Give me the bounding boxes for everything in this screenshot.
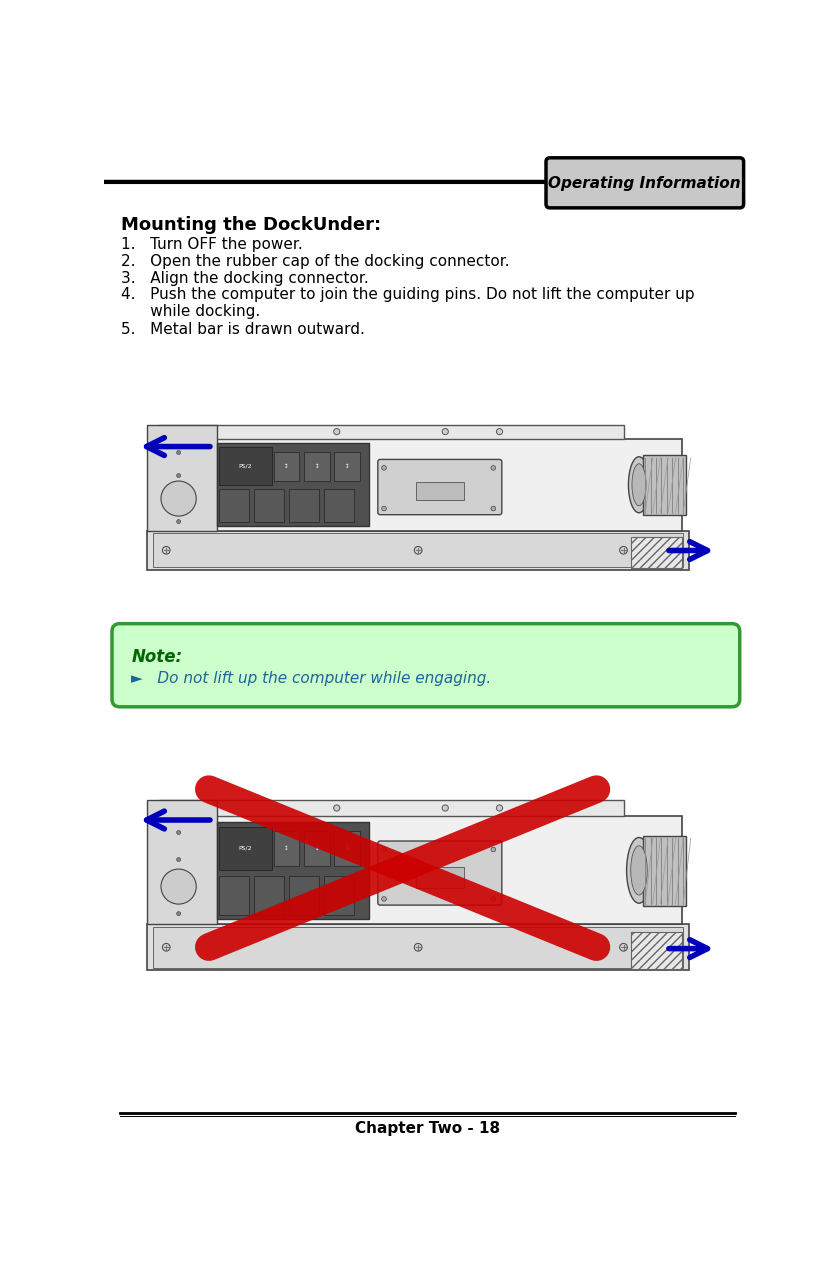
Circle shape: [491, 847, 495, 852]
Text: 4.   Push the computer to join the guiding pins. Do not lift the computer up: 4. Push the computer to join the guiding…: [121, 287, 695, 303]
Text: PS/2: PS/2: [239, 463, 253, 468]
Circle shape: [491, 466, 495, 470]
Ellipse shape: [632, 463, 646, 506]
Circle shape: [491, 897, 495, 901]
Bar: [416, 482, 464, 499]
Bar: [153, 534, 683, 567]
Bar: [158, 425, 624, 439]
Text: PS/2: PS/2: [239, 845, 253, 851]
Text: Mounting the DockUnder:: Mounting the DockUnder:: [121, 216, 381, 234]
Bar: [289, 876, 319, 915]
Circle shape: [334, 429, 339, 435]
Bar: [147, 531, 690, 570]
Bar: [274, 452, 299, 481]
Bar: [219, 826, 272, 870]
Bar: [334, 452, 360, 481]
FancyBboxPatch shape: [112, 624, 740, 707]
Circle shape: [177, 473, 180, 477]
Circle shape: [163, 943, 170, 951]
Bar: [334, 831, 360, 866]
Text: Note:: Note:: [132, 648, 183, 666]
Circle shape: [414, 943, 422, 951]
Circle shape: [382, 847, 386, 852]
Bar: [643, 835, 686, 906]
Text: Operating Information: Operating Information: [548, 176, 741, 191]
Bar: [218, 821, 369, 919]
Bar: [631, 931, 681, 969]
Text: 1.   Turn OFF the power.: 1. Turn OFF the power.: [121, 237, 303, 253]
Circle shape: [177, 520, 180, 523]
Text: ↕: ↕: [284, 845, 289, 851]
Circle shape: [491, 507, 495, 511]
Text: ►   Do not lift up the computer while engaging.: ► Do not lift up the computer while enga…: [132, 671, 491, 686]
Circle shape: [442, 804, 449, 811]
Text: ↕: ↕: [314, 463, 319, 468]
FancyBboxPatch shape: [378, 842, 502, 905]
Circle shape: [334, 804, 339, 811]
Bar: [289, 489, 319, 522]
Bar: [218, 444, 369, 526]
Circle shape: [442, 429, 449, 435]
Text: Chapter Two - 18: Chapter Two - 18: [354, 1120, 500, 1135]
Bar: [643, 455, 686, 516]
Bar: [154, 816, 681, 925]
Bar: [219, 448, 272, 485]
Bar: [147, 925, 690, 970]
Bar: [416, 867, 464, 888]
Circle shape: [177, 912, 180, 916]
Bar: [158, 799, 624, 816]
Bar: [219, 489, 249, 522]
Ellipse shape: [629, 457, 650, 513]
Circle shape: [496, 429, 503, 435]
Text: ↕: ↕: [284, 463, 289, 468]
Bar: [153, 926, 683, 967]
Circle shape: [177, 450, 180, 454]
Bar: [219, 876, 249, 915]
Circle shape: [620, 943, 627, 951]
Ellipse shape: [626, 838, 651, 903]
Circle shape: [177, 857, 180, 861]
Bar: [154, 439, 681, 531]
FancyBboxPatch shape: [378, 459, 502, 514]
Bar: [324, 489, 354, 522]
Ellipse shape: [631, 845, 647, 896]
Circle shape: [382, 507, 386, 511]
Bar: [631, 538, 681, 568]
Circle shape: [620, 547, 627, 554]
Bar: [147, 425, 218, 531]
Bar: [147, 799, 218, 925]
Circle shape: [161, 481, 196, 516]
Bar: [274, 831, 299, 866]
Text: 2.   Open the rubber cap of the docking connector.: 2. Open the rubber cap of the docking co…: [121, 254, 510, 269]
Bar: [254, 489, 284, 522]
Text: ↕: ↕: [345, 463, 349, 468]
Text: 5.   Metal bar is drawn outward.: 5. Metal bar is drawn outward.: [121, 322, 365, 337]
Circle shape: [414, 547, 422, 554]
Circle shape: [177, 830, 180, 834]
Circle shape: [496, 804, 503, 811]
Text: ↕: ↕: [314, 845, 319, 851]
Bar: [304, 831, 330, 866]
Text: 3.   Align the docking connector.: 3. Align the docking connector.: [121, 271, 369, 286]
Bar: [254, 876, 284, 915]
Circle shape: [382, 466, 386, 470]
Circle shape: [382, 897, 386, 901]
Text: ↕: ↕: [345, 845, 349, 851]
Circle shape: [161, 869, 196, 905]
FancyBboxPatch shape: [546, 158, 744, 208]
Circle shape: [163, 547, 170, 554]
Bar: [304, 452, 330, 481]
Text: while docking.: while docking.: [121, 304, 260, 319]
Bar: [324, 876, 354, 915]
